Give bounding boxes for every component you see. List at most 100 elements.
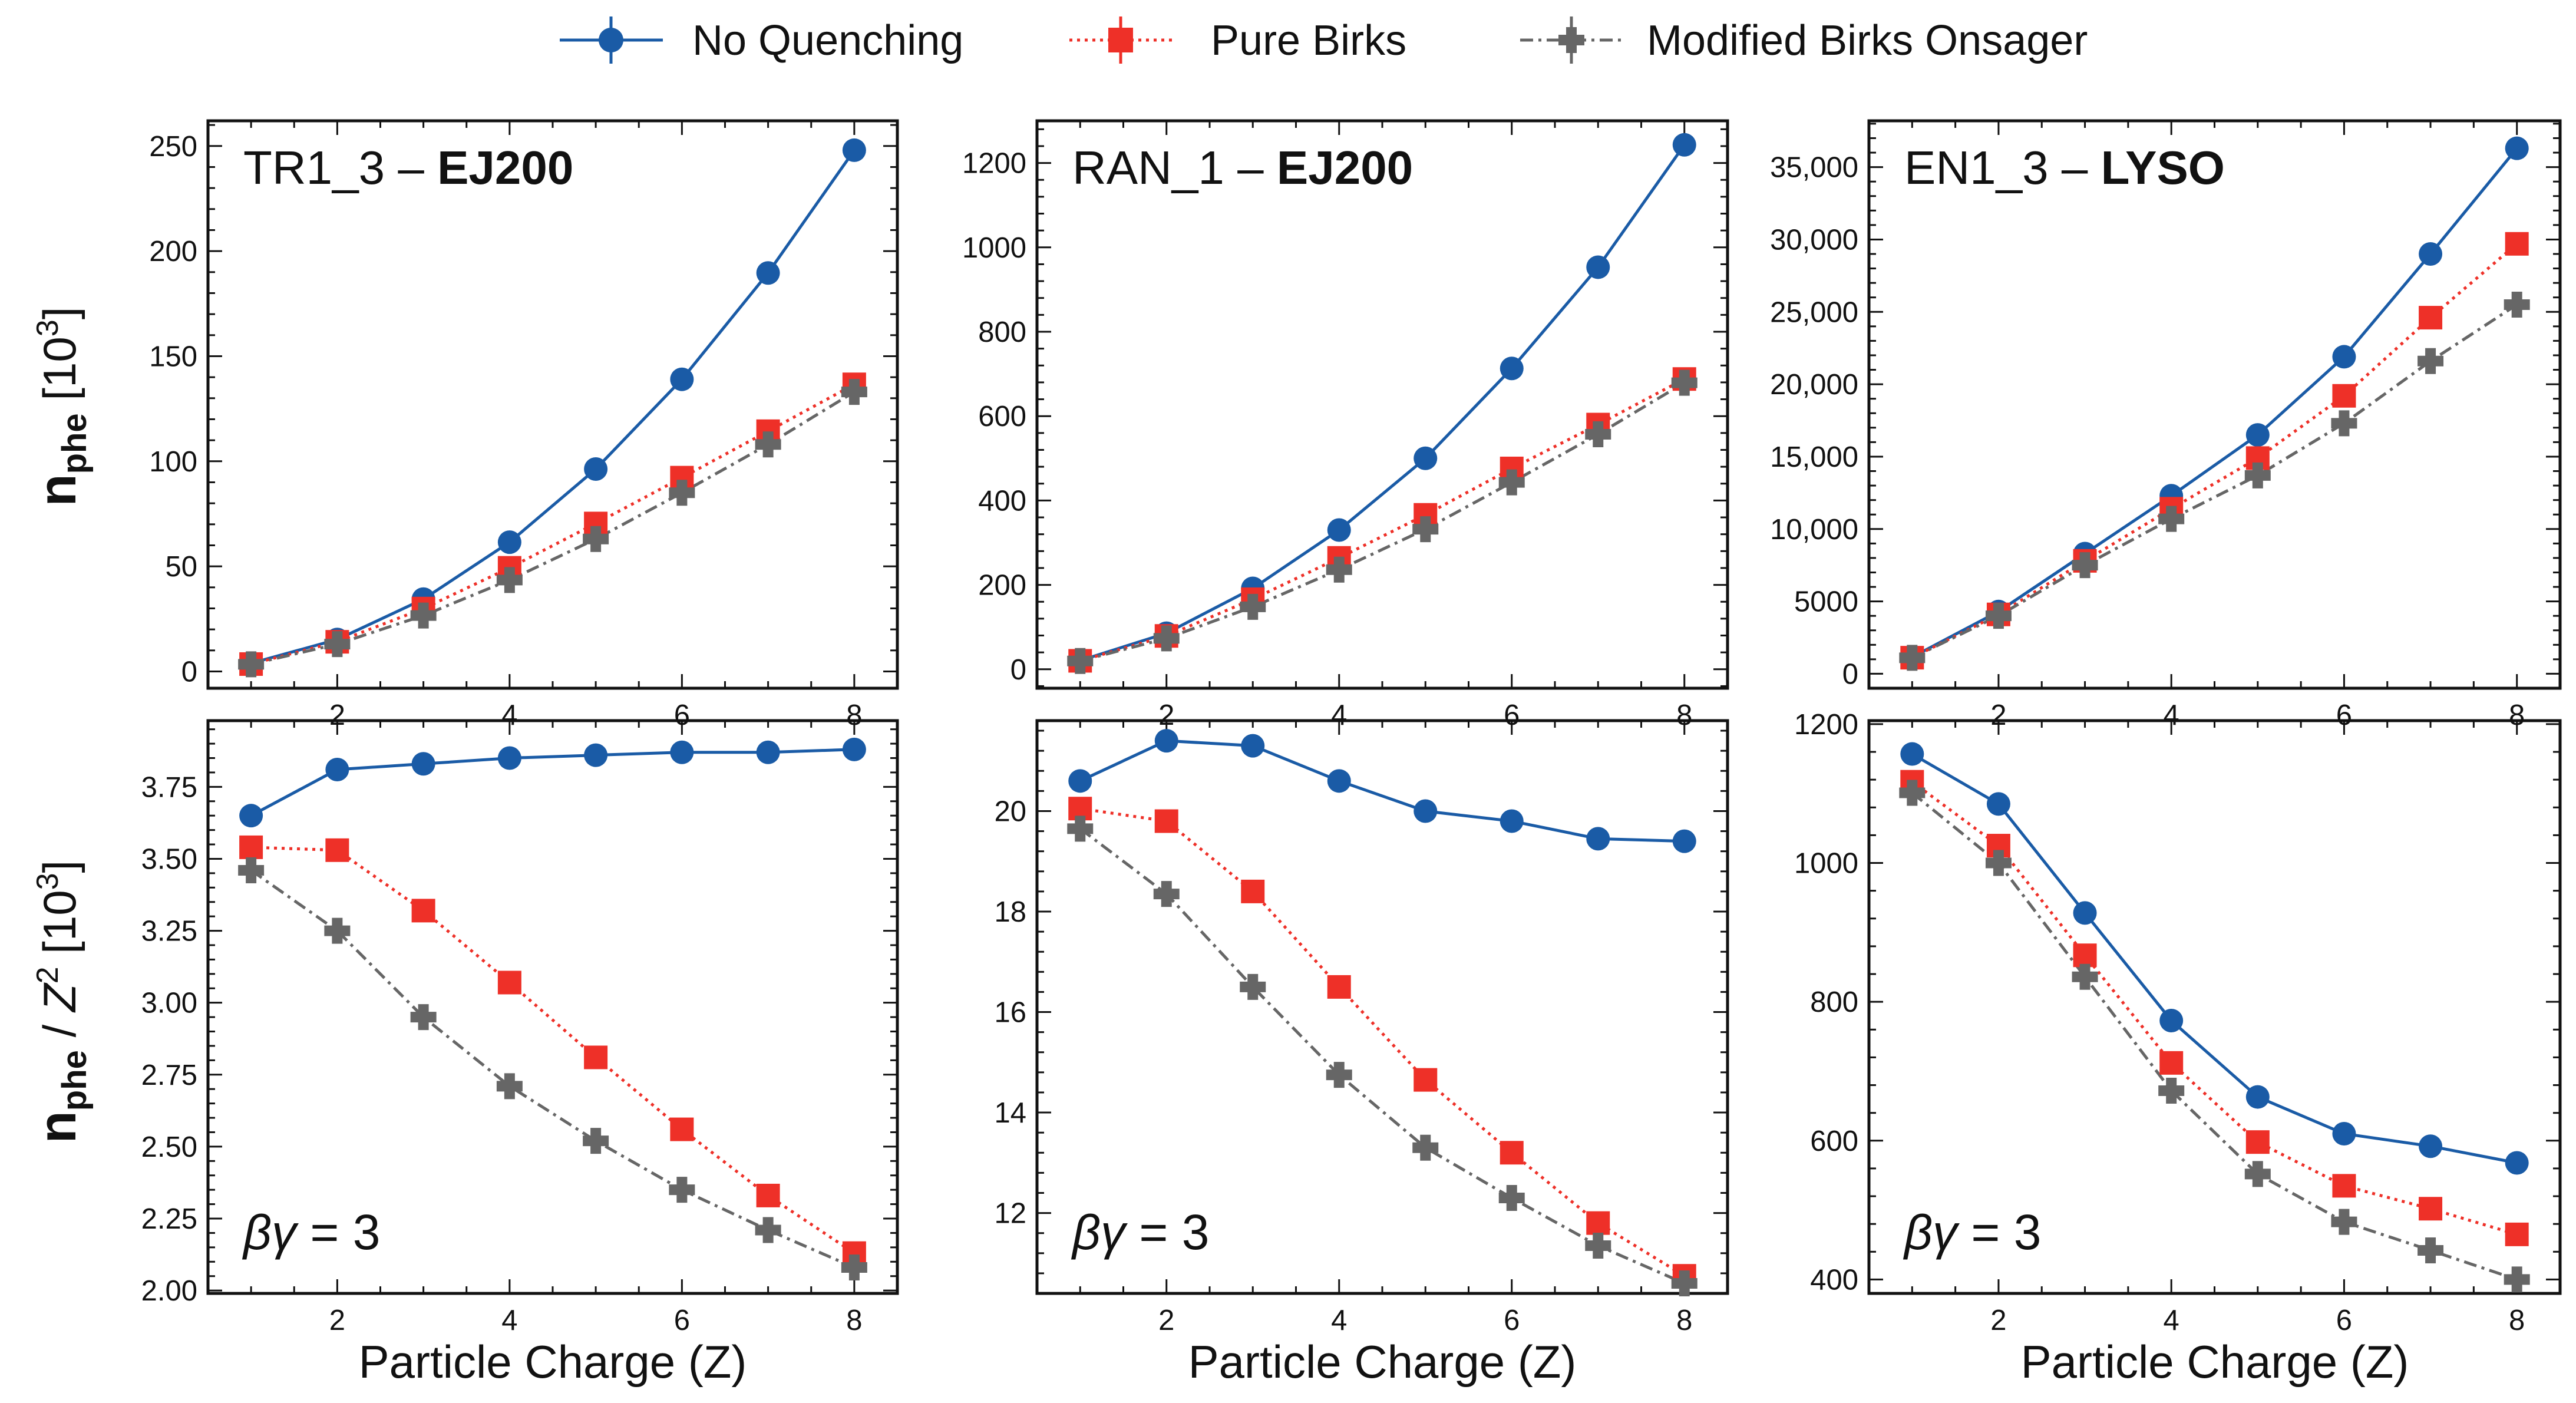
series-line-modified-birks-onsager <box>1911 791 2518 1281</box>
data-point-modified-birks-onsager <box>1671 369 1697 396</box>
data-point-modified-birks-onsager <box>238 651 265 678</box>
data-point-no-quenching <box>1068 769 1092 793</box>
data-point-modified-birks-onsager <box>1326 556 1352 583</box>
y-tick-label: 25,000 <box>1770 296 1858 328</box>
x-tick-label: 8 <box>2509 1305 2525 1336</box>
y-tick-label: 1000 <box>1794 848 1858 880</box>
y-tick-label: 3.75 <box>141 771 197 803</box>
y-tick-label: 2.50 <box>141 1131 197 1163</box>
data-point-no-quenching <box>1986 792 2010 816</box>
y-tick-label: 2.25 <box>141 1203 197 1235</box>
data-point-modified-birks-onsager <box>324 631 351 658</box>
legend: No Quenching Pure Birks Modified Birks O… <box>560 16 2088 64</box>
data-point-pure-birks <box>2245 1130 2270 1154</box>
data-point-no-quenching <box>2419 242 2443 266</box>
data-point-modified-birks-onsager <box>1498 469 1525 496</box>
data-point-no-quenching <box>2159 1008 2184 1032</box>
legend-marker-plus <box>1558 27 1584 53</box>
data-point-modified-birks-onsager <box>238 857 265 883</box>
y-tick-label: 14 <box>994 1097 1026 1129</box>
data-point-pure-birks <box>670 1117 694 1141</box>
data-point-modified-birks-onsager <box>2331 1209 2357 1235</box>
data-point-modified-birks-onsager <box>1985 603 2012 629</box>
data-point-no-quenching <box>2073 901 2097 925</box>
data-point-pure-birks <box>2505 1222 2529 1246</box>
legend-label-modified-birks-onsager: Modified Birks Onsager <box>1647 17 2088 64</box>
data-point-modified-birks-onsager <box>410 1004 437 1031</box>
y-tick-label: 1200 <box>1794 709 1858 741</box>
data-point-no-quenching <box>1154 729 1178 753</box>
y-tick-label: 600 <box>1810 1125 1858 1157</box>
panel-bottom-middle: 2 4 6 8 12 14 16 18 20 <box>994 719 1729 1336</box>
x-tick-label: 8 <box>1676 1305 1692 1336</box>
x-tick-label: 6 <box>674 1305 690 1336</box>
x-tick-label: 4 <box>2164 1305 2179 1336</box>
y-tick-label: 3.00 <box>141 988 197 1019</box>
legend-item-pure-birks: Pure Birks <box>1069 16 1406 64</box>
y-tick-label: 3.25 <box>141 916 197 948</box>
data-point-no-quenching <box>1327 518 1351 542</box>
data-point-no-quenching <box>2245 1085 2270 1109</box>
data-point-no-quenching <box>2332 345 2356 369</box>
data-point-no-quenching <box>670 367 694 391</box>
data-point-modified-birks-onsager <box>755 431 781 458</box>
x-tick-label: 4 <box>501 1305 517 1336</box>
data-point-no-quenching <box>756 740 780 764</box>
data-point-no-quenching <box>497 530 521 554</box>
panel-title-top-middle: RAN_1 – EJ200 <box>1072 141 1413 194</box>
y-tick-label: 150 <box>149 341 197 372</box>
y-tick-label: 10,000 <box>1770 514 1858 546</box>
data-point-no-quenching <box>2332 1122 2356 1146</box>
data-point-pure-birks <box>1586 1211 1610 1235</box>
y-tick-label: 18 <box>994 896 1026 928</box>
y-tick-label: 35,000 <box>1770 152 1858 184</box>
x-tick-label: 2 <box>1158 1305 1174 1336</box>
data-point-no-quenching <box>1672 133 1696 157</box>
x-axis-label-middle: Particle Charge (Z) <box>1188 1336 1577 1388</box>
data-point-modified-birks-onsager <box>583 1128 609 1154</box>
series-line-modified-birks-onsager <box>250 390 856 666</box>
data-point-pure-birks <box>584 1045 608 1069</box>
y-tick-label: 0 <box>181 656 197 688</box>
data-point-modified-birks-onsager <box>2331 410 2357 437</box>
data-point-modified-birks-onsager <box>669 1177 695 1203</box>
data-point-modified-birks-onsager <box>2072 552 2098 579</box>
data-point-modified-birks-onsager <box>1412 516 1439 543</box>
x-tick-label: 8 <box>846 1305 862 1336</box>
data-point-modified-birks-onsager <box>669 480 695 506</box>
data-point-no-quenching <box>1327 769 1351 793</box>
data-point-modified-birks-onsager <box>1240 973 1266 1000</box>
data-point-modified-birks-onsager <box>2504 291 2530 318</box>
data-point-no-quenching <box>325 758 349 782</box>
series-line-no-quenching <box>1911 752 2518 1164</box>
data-point-pure-birks <box>2505 232 2529 256</box>
x-tick-label: 2 <box>1990 1305 2006 1336</box>
data-point-modified-birks-onsager <box>1985 850 2012 876</box>
data-point-no-quenching <box>2505 1151 2529 1175</box>
data-point-modified-birks-onsager <box>2504 1266 2530 1293</box>
y-tick-label: 400 <box>1810 1264 1858 1296</box>
data-point-modified-birks-onsager <box>2072 963 2098 990</box>
legend-item-modified-birks-onsager: Modified Birks Onsager <box>1520 16 2088 64</box>
panel-top-right: 2 4 6 80500010,00015,00020,00025,00030,0003… <box>1770 119 2562 731</box>
data-point-modified-birks-onsager <box>1240 593 1266 620</box>
series-line-no-quenching <box>1911 147 2518 659</box>
data-point-pure-birks <box>2332 1174 2356 1198</box>
data-point-pure-birks <box>1241 879 1265 903</box>
data-point-pure-birks <box>1414 1068 1438 1092</box>
series-line-modified-birks-onsager <box>250 869 855 1269</box>
data-point-no-quenching <box>239 804 263 828</box>
y-tick-label: 30,000 <box>1770 224 1858 256</box>
data-point-modified-birks-onsager <box>583 526 609 552</box>
data-point-modified-birks-onsager <box>496 567 523 593</box>
data-point-modified-birks-onsager <box>1067 648 1094 674</box>
data-point-modified-birks-onsager <box>2158 1077 2185 1104</box>
y-tick-label: 50 <box>165 551 197 583</box>
y-tick-label: 250 <box>149 131 197 163</box>
y-tick-label: 0 <box>1842 658 1858 690</box>
series-line-no-quenching <box>1079 144 1686 662</box>
y-tick-label: 16 <box>994 997 1026 1029</box>
y-tick-label: 200 <box>149 236 197 268</box>
series-line-no-quenching <box>1079 739 1685 843</box>
